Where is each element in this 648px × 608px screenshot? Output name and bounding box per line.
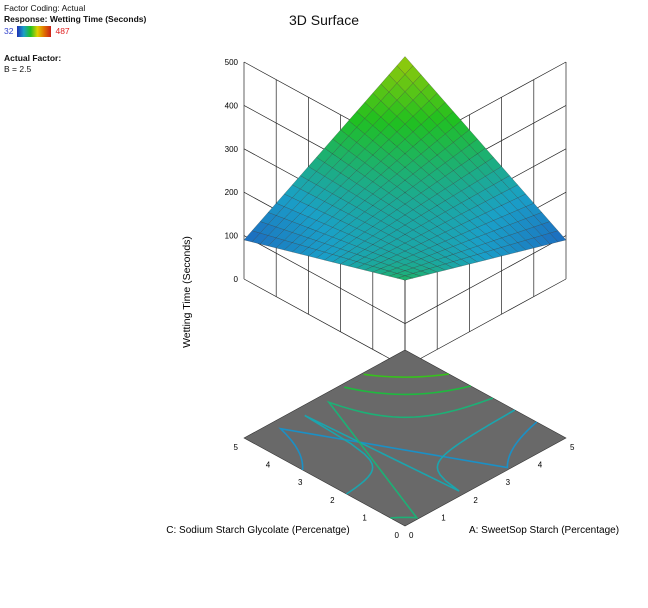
y-tick-label: 1	[362, 513, 367, 522]
surface-cell	[396, 275, 414, 281]
floor-plane	[243, 349, 567, 527]
axis-labels: 0 100 200 300 400 500 0 1 2 3 4 5 0 1 2 3 4 5 Wetting Time…	[166, 58, 619, 540]
info-panel: Factor Coding: Actual Response: Wetting …	[4, 3, 146, 75]
x-tick-label: 1	[441, 513, 446, 522]
color-legend: 32 487	[4, 26, 146, 37]
contour-line	[344, 385, 472, 396]
legend-max-value: 487	[55, 26, 70, 36]
x-tick-label: 3	[506, 478, 511, 487]
y-tick-label: 2	[330, 496, 335, 505]
legend-gradient-bar	[17, 26, 52, 37]
chart-title: 3D Surface	[288, 12, 360, 28]
z-tick-label: 0	[234, 275, 239, 284]
x-tick-label: 5	[570, 443, 575, 452]
factor-coding-label: Factor Coding: Actual	[4, 3, 86, 13]
y-tick-label: 4	[266, 461, 271, 470]
x-tick-label: 2	[473, 496, 478, 505]
contour-line	[363, 373, 450, 378]
contour-line	[304, 409, 516, 495]
z-tick-label: 500	[225, 58, 239, 67]
x-axis-label: A: SweetSop Starch (Percentage)	[469, 525, 619, 536]
z-tick-label: 400	[225, 101, 239, 110]
x-tick-label: 0	[409, 531, 414, 540]
legend-min-value: 32	[4, 26, 14, 36]
z-axis-label: Wetting Time (Seconds)	[181, 236, 193, 348]
contour-line	[326, 397, 494, 519]
response-surface	[243, 56, 567, 281]
y-axis-label: C: Sodium Starch Glycolate (Percenatge)	[166, 525, 349, 536]
contour-line	[278, 421, 538, 471]
actual-factor-value: B = 2.5	[4, 64, 32, 74]
z-tick-label: 200	[225, 188, 239, 197]
x-tick-label: 4	[538, 461, 543, 470]
actual-factor-title: Actual Factor:	[4, 53, 62, 63]
y-tick-label: 0	[395, 531, 400, 540]
z-tick-label: 300	[225, 145, 239, 154]
y-tick-label: 3	[298, 478, 303, 487]
response-label: Response: Wetting Time (Seconds)	[4, 14, 147, 24]
z-tick-label: 100	[225, 232, 239, 241]
floor-polygon	[243, 349, 567, 527]
y-tick-label: 5	[234, 443, 239, 452]
